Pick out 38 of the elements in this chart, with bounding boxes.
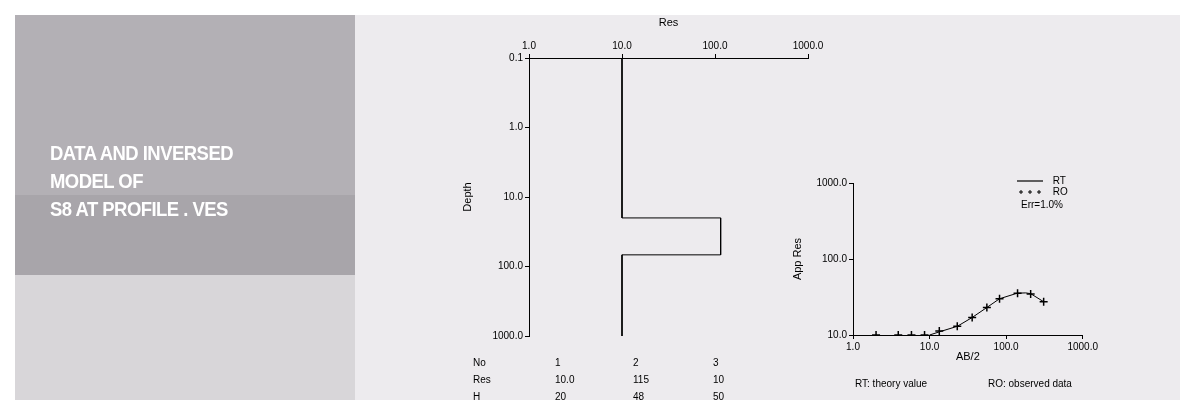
y-tick-label: 100.0: [821, 252, 848, 264]
x-tick-label: 1.0: [522, 39, 537, 51]
x-axis-title: Res: [658, 15, 679, 28]
text: 115: [633, 374, 649, 385]
x-tick-label: 1000.0: [792, 39, 824, 51]
text: H: [473, 391, 481, 402]
text: RO: observed data: [988, 378, 1072, 389]
text: 3: [713, 357, 719, 368]
x-tick-label: 1000.0: [1067, 340, 1099, 352]
y-tick-label: 0.1: [509, 51, 524, 63]
y-tick-label: 10.0: [503, 190, 524, 202]
text: DATA AND INVERSED MODEL OF S8 AT PROFILE . VES: [50, 140, 234, 222]
text: 10.0: [555, 374, 575, 385]
text: 1: [555, 357, 561, 368]
x-tick-label: 1.0: [846, 340, 861, 352]
text: 48: [633, 391, 645, 402]
y-axis-title: App Res: [790, 237, 803, 281]
text: 10: [713, 374, 725, 385]
text: RT: theory value: [855, 378, 928, 389]
text: 50: [713, 391, 725, 402]
x-tick-label: 100.0: [993, 340, 1020, 352]
y-tick-label: 100.0: [497, 260, 524, 272]
y-tick-label: 10.0: [827, 328, 848, 340]
y-axis-title: Depth: [460, 182, 473, 212]
text: Res: [473, 374, 491, 385]
x-tick-label: 10.0: [919, 340, 940, 352]
legend-label: RT: [1052, 175, 1066, 186]
text: 20: [555, 391, 567, 402]
text: 2: [633, 357, 639, 368]
y-tick-label: 1000.0: [492, 329, 524, 341]
y-tick-label: 1000.0: [816, 176, 848, 188]
x-axis-title: AB/2: [955, 350, 980, 363]
x-tick-label: 100.0: [702, 39, 728, 51]
legend-label: RO: [1052, 186, 1068, 197]
annotation: Err=1.0%: [1021, 199, 1063, 210]
text: No: [473, 357, 486, 368]
x-tick-label: 10.0: [612, 39, 633, 51]
y-tick-label: 1.0: [509, 121, 524, 133]
